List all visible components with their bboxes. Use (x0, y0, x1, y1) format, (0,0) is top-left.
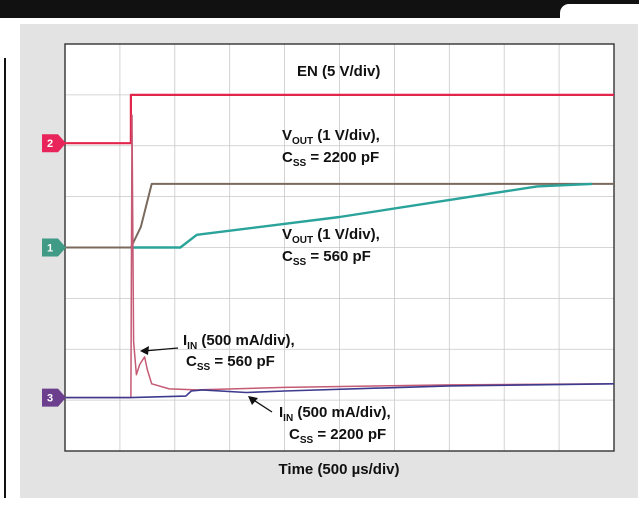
header-bar (0, 0, 639, 18)
iin-560-rest: (500 mA/div), (197, 332, 295, 349)
channel-marker-label: 1 (47, 243, 53, 255)
channel-marker-shape (42, 134, 66, 153)
channel-marker-3: 3 (42, 388, 66, 407)
vout-2200-css-sub: SS (293, 158, 307, 169)
iin-560-label: IIN (500 mA/div), (183, 332, 295, 352)
iin-2200-css-sub: SS (300, 435, 314, 446)
iin-2200-label: IIN (500 mA/div), (279, 404, 391, 424)
iin-560-css-main: C (186, 353, 197, 370)
channel-marker-label: 3 (47, 393, 53, 405)
iin-560-css-sub: SS (197, 362, 211, 373)
iin-560-css: CSS = 560 pF (186, 353, 275, 373)
iin-560-main: I (183, 332, 187, 349)
trace-iin-2200 (65, 383, 615, 399)
channel-marker-label: 2 (47, 138, 53, 150)
vout-560-css-sub: SS (293, 257, 307, 268)
iin-560-arrow (143, 347, 179, 352)
page-margin-rule (4, 58, 6, 498)
trace-iin-560 (65, 114, 615, 399)
iin-2200-arrow (251, 398, 273, 413)
vout-560-css-main: C (282, 248, 293, 265)
x-axis-label: Time (500 µs/div) (279, 461, 400, 478)
channel-marker-2: 2 (42, 134, 66, 153)
vout-560-rest: (1 V/div), (313, 226, 380, 243)
vout-2200-rest: (1 V/div), (313, 127, 380, 144)
iin-2200-arrowhead (248, 396, 258, 405)
trace-vout-560 (130, 182, 593, 249)
channel-marker-shape (42, 388, 66, 407)
vout-560-css-rest: = 560 pF (306, 248, 371, 265)
iin-560-sub: IN (187, 341, 197, 352)
iin-560-arrowhead (140, 346, 149, 355)
vout-560-css: CSS = 560 pF (282, 248, 371, 268)
iin-2200-rest: (500 mA/div), (293, 404, 391, 421)
iin-2200-css-main: C (289, 426, 300, 443)
traces (65, 93, 615, 399)
iin-560-css-rest: = 560 pF (210, 353, 275, 370)
vout-2200-sub: OUT (292, 136, 313, 147)
vout-560-main: V (282, 226, 292, 243)
vout-2200-label: VOUT (1 V/div), (282, 127, 380, 147)
vout-2200-css-main: C (282, 149, 293, 166)
header-tab (560, 4, 639, 24)
iin-2200-css: CSS = 2200 pF (289, 426, 386, 446)
vout-2200-css: CSS = 2200 pF (282, 149, 379, 169)
channel-markers: 2 1 3 (42, 134, 66, 407)
iin-2200-sub: IN (283, 413, 293, 424)
vout-2200-main: V (282, 127, 292, 144)
vout-2200-css-rest: = 2200 pF (306, 149, 379, 166)
channel-marker-1: 1 (42, 238, 66, 257)
iin-2200-main: I (279, 404, 283, 421)
trace-en (65, 93, 614, 145)
en-label: EN (5 V/div) (297, 63, 380, 80)
vout-560-label: VOUT (1 V/div), (282, 226, 380, 246)
trace-vout-2200 (65, 182, 614, 249)
vout-560-sub: OUT (292, 235, 313, 246)
channel-marker-shape (42, 238, 66, 257)
iin-2200-css-rest: = 2200 pF (313, 426, 386, 443)
